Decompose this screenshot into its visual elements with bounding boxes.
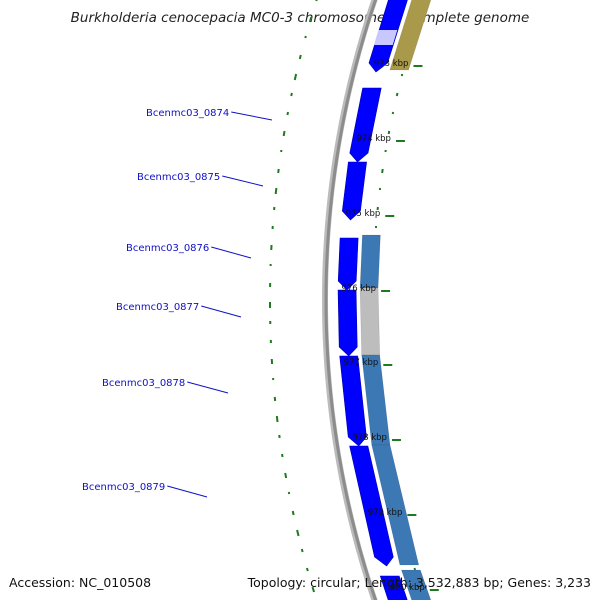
- gene-label: Bcenmc03_0877: [116, 302, 199, 313]
- cog-box: [401, 569, 432, 600]
- scale-ticks: 973 kbp 974 kbp 975 kbp 976 kbp 977 kbp 978 k…: [341, 59, 439, 593]
- gene-label: Bcenmc03_0878: [102, 378, 185, 389]
- gc-skew-tick: [293, 73, 298, 81]
- gene-leader-line: [201, 305, 242, 318]
- gc-skew-tick: [311, 586, 315, 593]
- scale-tick-label: 980 kbp: [390, 583, 425, 593]
- scale-tick-label: 976 kbp: [341, 284, 376, 294]
- gc-skew-tick: [284, 472, 288, 479]
- gc-skew-tick: [315, 0, 318, 2]
- cog-box: [359, 287, 381, 356]
- gc-skew-tick: [274, 187, 278, 195]
- cds-arrow: [349, 87, 382, 163]
- backbone-layer: [322, 0, 378, 600]
- gc-skew-tick: [282, 130, 286, 137]
- gene-label: Bcenmc03_0875: [137, 172, 220, 183]
- gene-leader-line: [187, 381, 229, 394]
- gc-content-tick: [387, 130, 391, 135]
- gc-skew-tick: [298, 54, 302, 60]
- cds-arrow: [337, 289, 358, 357]
- gene-leader-line: [211, 246, 252, 259]
- cds-arrow: [349, 445, 394, 567]
- gc-skew-tick: [304, 35, 307, 39]
- cds-arrow: [339, 355, 367, 447]
- gene-label: Bcenmc03_0879: [82, 482, 165, 493]
- gene-label: Bcenmc03_0876: [126, 243, 209, 254]
- scale-tick-label: 975 kbp: [346, 209, 381, 219]
- gene-labels: Bcenmc03_0874 Bcenmc03_0875 Bcenmc03_0876 B…: [82, 108, 273, 498]
- cog-box: [361, 354, 391, 446]
- gc-skew-tick: [286, 111, 289, 116]
- cog-box: [389, 0, 432, 71]
- scale-tick-label: 973 kbp: [374, 59, 409, 69]
- backbone-line: [324, 0, 378, 600]
- scale-tick-label: 979 kbp: [368, 508, 403, 518]
- cds-arrow: [379, 575, 408, 600]
- scale-tick-label: 974 kbp: [356, 134, 391, 144]
- genome-summary-text: Topology: circular; Length: 3,532,883 bp…: [247, 575, 591, 590]
- cds-arrow: [341, 161, 367, 221]
- gc-skew-tick: [291, 510, 295, 516]
- gene-leader-line: [167, 485, 208, 498]
- accession-text: Accession: NC_010508: [9, 575, 152, 590]
- gc-skew-tick: [300, 548, 304, 553]
- gc-content-tick: [400, 73, 404, 77]
- gc-content-tick: [381, 168, 384, 174]
- gc-skew-tick: [296, 529, 300, 537]
- gc-content-tick: [395, 92, 399, 97]
- gc-skew-tick: [308, 16, 313, 23]
- cds-arrow-highlight: [373, 30, 398, 45]
- scale-tick-label: 978 kbp: [352, 433, 387, 443]
- cog-box: [371, 444, 420, 566]
- gc-content-tick: [413, 567, 417, 571]
- cog-track: [359, 0, 432, 600]
- cds-track: [337, 0, 408, 600]
- gene-leader-line: [222, 175, 264, 187]
- cds-arrow: [337, 237, 359, 291]
- gc-skew-tick: [277, 168, 280, 174]
- gene-label: Bcenmc03_0874: [146, 108, 229, 119]
- gene-leader-line: [231, 111, 273, 121]
- gc-skew-tick: [290, 92, 293, 97]
- scale-tick-label: 977 kbp: [344, 358, 379, 368]
- cog-box: [359, 234, 381, 289]
- gc-skew-tick: [275, 415, 279, 423]
- gc-skew-tick: [305, 567, 309, 572]
